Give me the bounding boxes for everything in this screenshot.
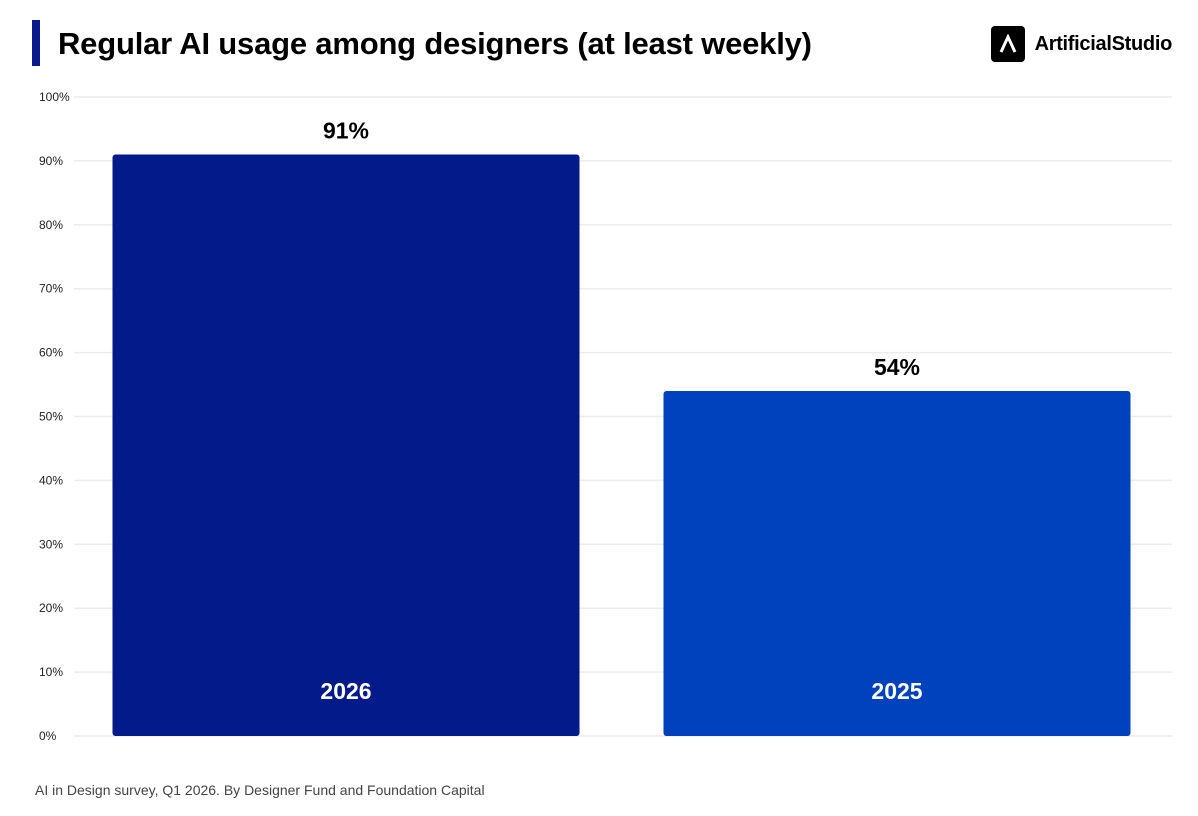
brand-logo-group: ArtificialStudio [990, 26, 1173, 62]
y-tick-label: 0% [39, 729, 57, 743]
y-tick-label: 40% [39, 473, 63, 487]
bar [663, 390, 1131, 736]
bar-chart: 0% 10% 20% 30% 40% 50% 60% 70% 80% 90% 100% 91% 2026… [39, 90, 1172, 743]
bar-value-label: 54% [874, 354, 920, 380]
y-tick-label: 100% [39, 90, 70, 104]
brand-name: ArtificialStudio [1034, 32, 1173, 55]
y-tick-label: 80% [39, 218, 63, 232]
y-tick-label: 20% [39, 601, 63, 615]
bar-category-label: 2026 [320, 678, 371, 704]
y-tick-label: 90% [39, 154, 63, 168]
chart-title: Regular AI usage among designers (at lea… [58, 26, 812, 61]
y-tick-label: 50% [39, 410, 63, 424]
bar-value-label: 91% [323, 118, 369, 144]
bar-category-label: 2025 [871, 678, 922, 704]
y-tick-label: 60% [39, 346, 63, 360]
y-tick-label: 30% [39, 537, 63, 551]
bar [112, 154, 580, 736]
y-tick-label: 70% [39, 282, 63, 296]
caret-up-icon [990, 26, 1025, 62]
y-tick-label: 10% [39, 665, 63, 679]
title-accent-bar [32, 20, 40, 66]
source-note: AI in Design survey, Q1 2026. By Designe… [35, 782, 485, 798]
